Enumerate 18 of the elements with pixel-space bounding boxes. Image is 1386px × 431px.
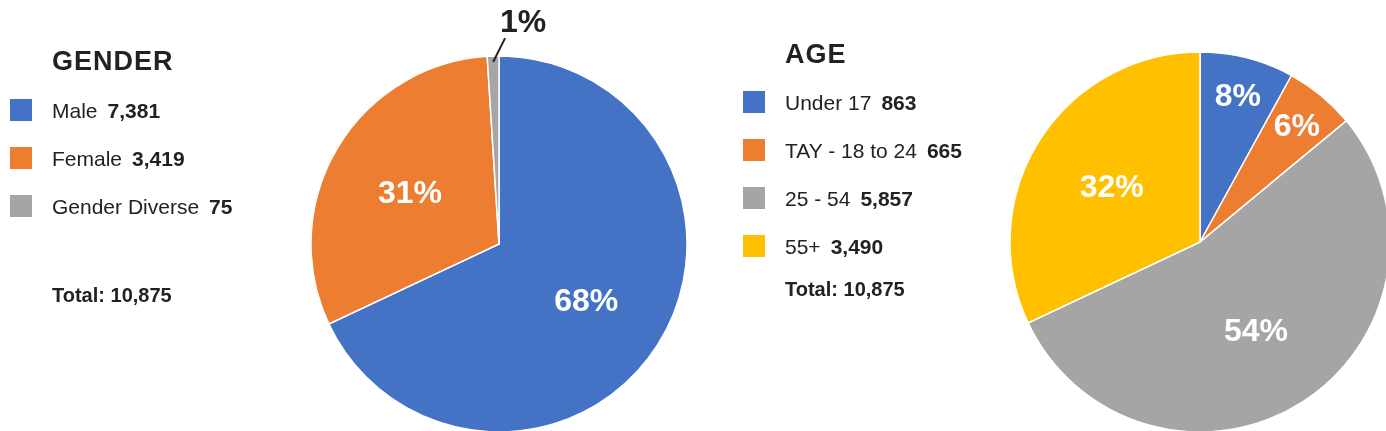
legend-label: TAY - 18 to 24 665	[785, 139, 963, 162]
data-label: 31%	[377, 173, 443, 210]
data-label: 8%	[1214, 76, 1261, 113]
legend-label: Female 3,419	[52, 147, 185, 170]
legend-label: Under 17 863	[785, 91, 917, 114]
data-label: 68%	[554, 281, 619, 318]
text: Total: 10,875	[52, 284, 172, 306]
legend-label: 25 - 54 5,857	[785, 187, 913, 210]
legend-label: Male 7,381	[52, 99, 161, 122]
data-label: 1%	[499, 3, 547, 40]
legend-label: Gender Diverse 75	[52, 195, 233, 218]
data-label: 32%	[1079, 168, 1144, 205]
data-label: 54%	[1223, 312, 1289, 349]
text: GENDER	[52, 46, 174, 76]
legend-label: 55+ 3,490	[785, 235, 884, 258]
data-label: 6%	[1273, 107, 1321, 144]
text: Total: 10,875	[785, 278, 905, 300]
chart-title: AGE	[785, 39, 847, 69]
